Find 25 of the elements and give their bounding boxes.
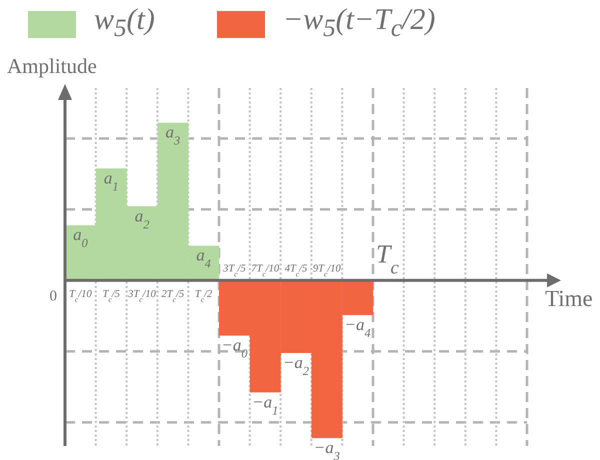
x-tick-label: T$_{c}$/5 bbox=[102, 288, 120, 304]
legend-label: −w$_{5}$(t−T$_{c}$/2) bbox=[282, 2, 436, 44]
x-tick-label: 3T$_{c}$/10 bbox=[127, 288, 157, 304]
annotation: −a$_{1}$ bbox=[252, 392, 278, 418]
annotation: T$_{c}$ bbox=[376, 239, 400, 278]
annotation: a$_{4}$ bbox=[196, 246, 211, 271]
x-tick-label: 7T$_{c}$/10 bbox=[251, 263, 280, 278]
x-axis-title: Time bbox=[545, 286, 593, 312]
x-tick-label: T$_{c}$/2 bbox=[194, 288, 214, 304]
x-tick-label: 2T$_{c}$/5 bbox=[161, 288, 184, 304]
legend-label: w$_{5}$(t) bbox=[94, 2, 155, 44]
x-tick-label: 9T$_{c}$/10 bbox=[312, 263, 342, 278]
annotation: a$_{0}$ bbox=[73, 225, 88, 250]
annotation: a$_{2}$ bbox=[134, 206, 150, 232]
annotation: a$_{1}$ bbox=[104, 168, 119, 194]
x-tick-label: 4T$_{c}$/5 bbox=[284, 263, 308, 278]
x-tick-label: 3T$_{c}$/5 bbox=[222, 263, 246, 278]
annotation: −a$_{3}$ bbox=[314, 438, 340, 460]
annotation: −a$_{4}$ bbox=[344, 315, 371, 340]
annotation: a$_{3}$ bbox=[165, 122, 180, 148]
text: 0 bbox=[50, 288, 57, 304]
annotation: −a$_{0}$ bbox=[221, 336, 248, 361]
x-tick-label: T$_{c}$/10 bbox=[69, 288, 92, 304]
y-axis-title: Amplitude bbox=[7, 54, 97, 79]
annotation: −a$_{2}$ bbox=[282, 352, 310, 378]
